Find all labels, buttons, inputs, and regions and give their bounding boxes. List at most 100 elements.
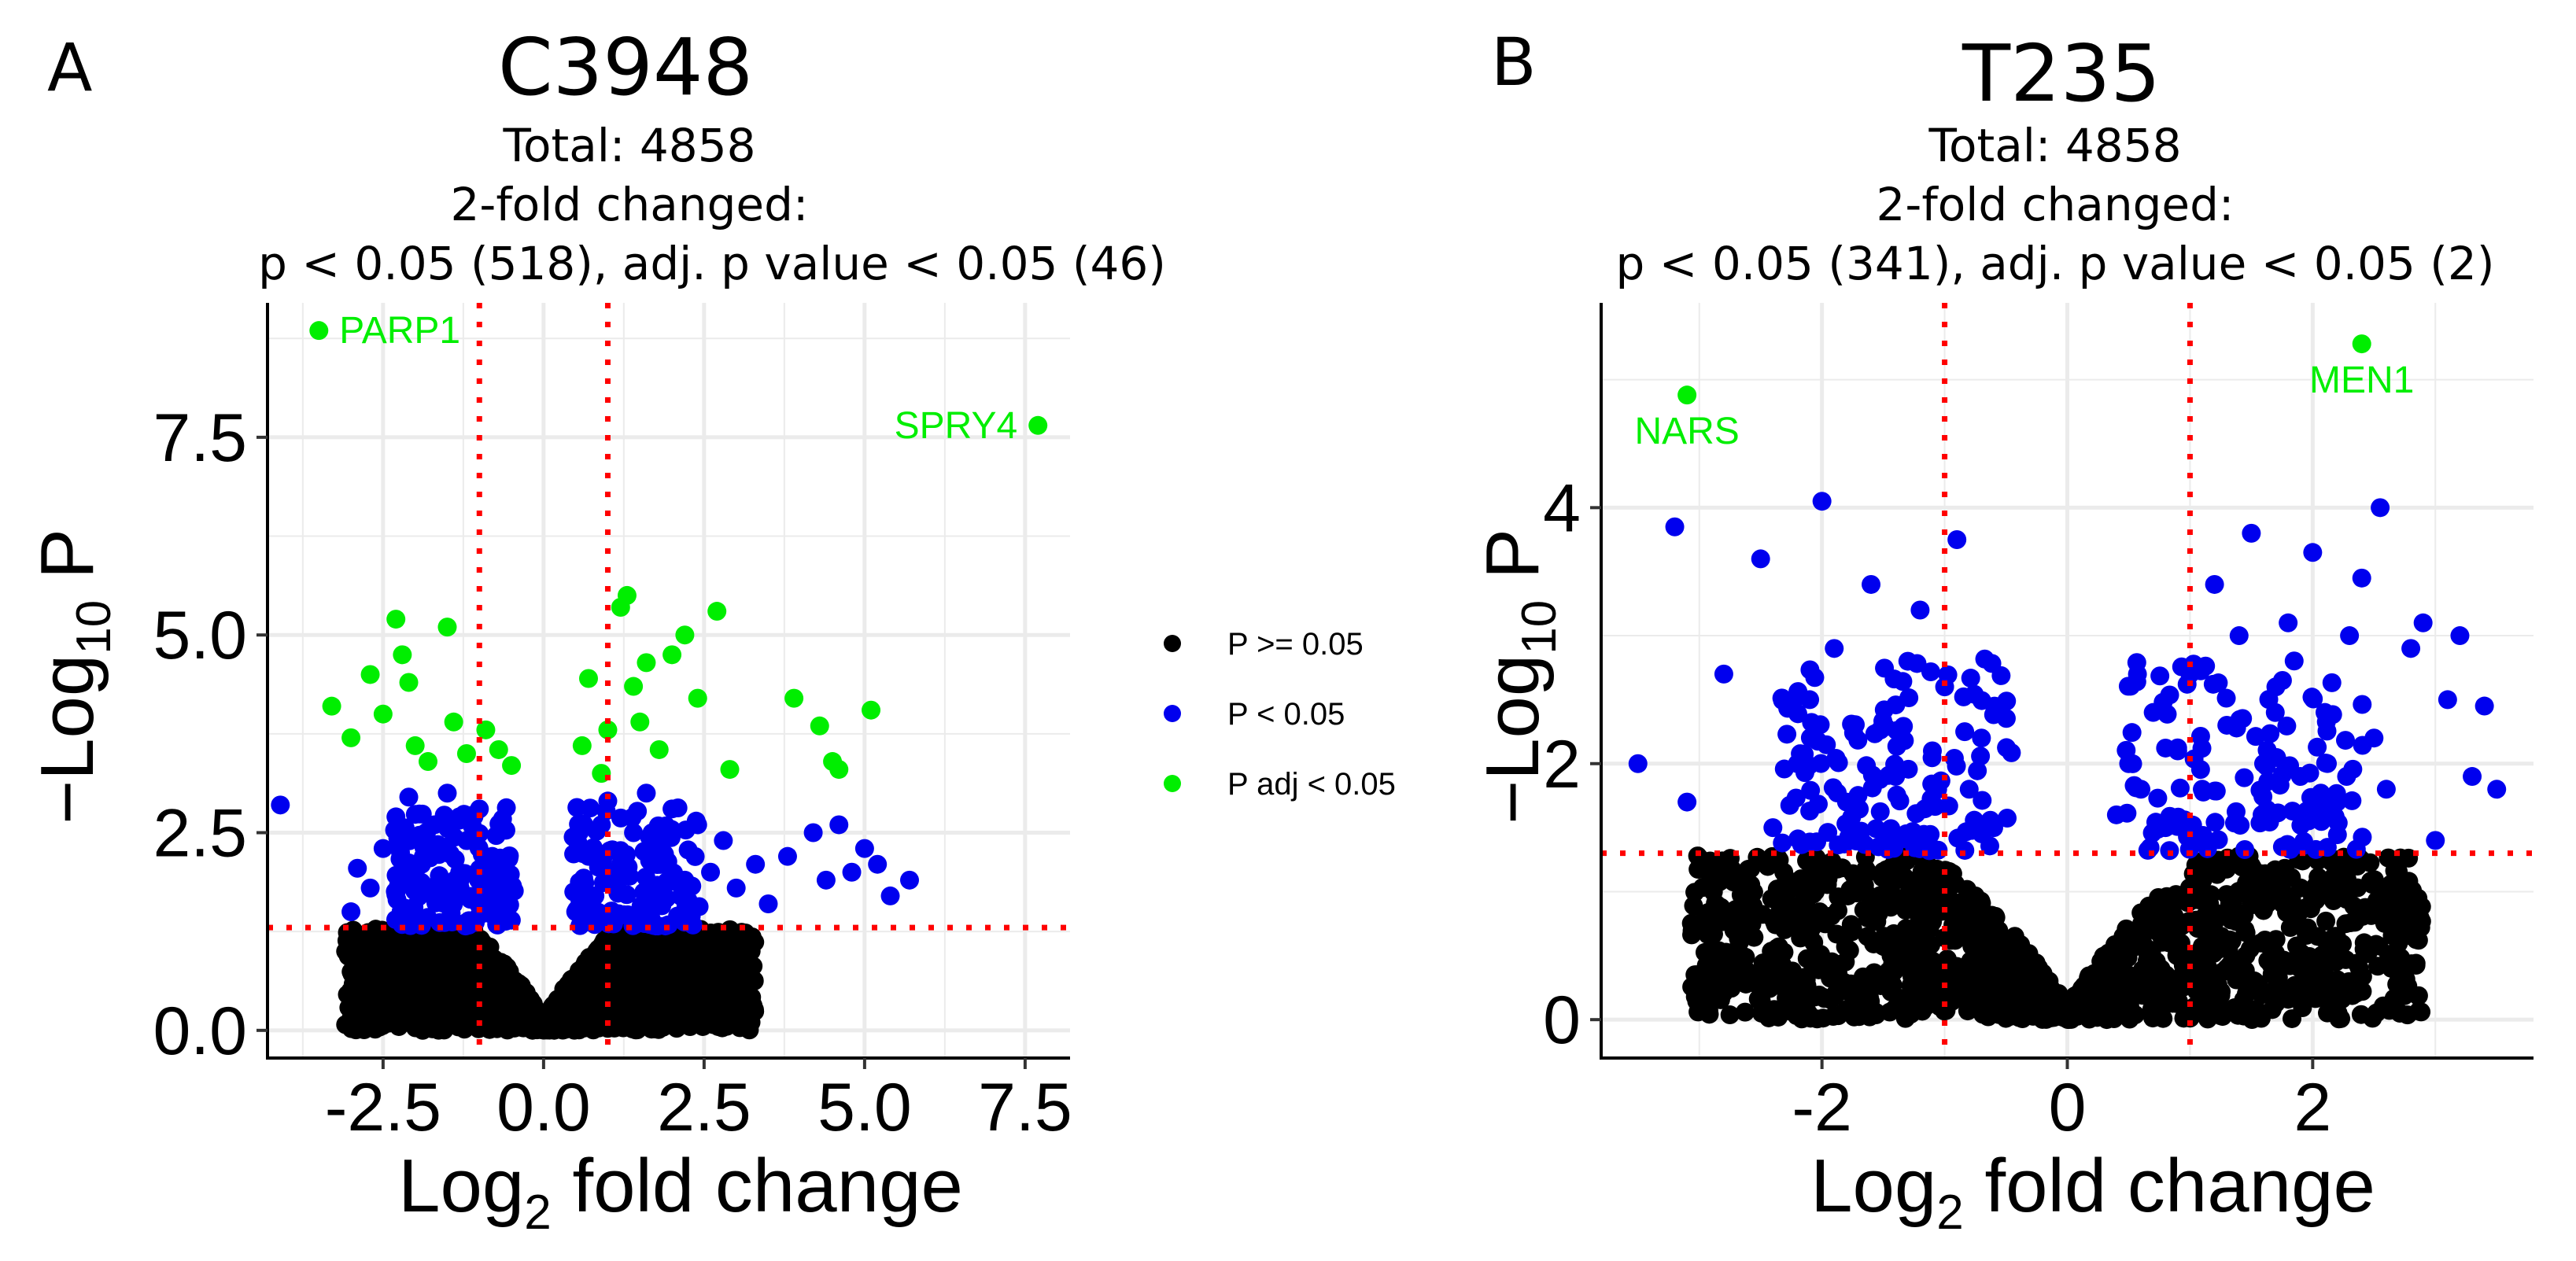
- p-point: [2336, 731, 2356, 750]
- p-point: [1886, 767, 1906, 787]
- p-point: [1862, 574, 1881, 594]
- p-point: [2206, 781, 2226, 801]
- ns-point: [385, 963, 404, 983]
- p-point: [608, 883, 628, 903]
- p-point: [2170, 778, 2190, 798]
- p-point: [2233, 709, 2253, 728]
- ns-point: [460, 1001, 480, 1020]
- ns-point: [444, 949, 463, 968]
- ns-point: [677, 1008, 696, 1028]
- p-point: [1961, 669, 1980, 688]
- x-tick-label: 2.5: [657, 1070, 751, 1145]
- p-point: [400, 916, 420, 935]
- ns-point: [1756, 966, 1776, 986]
- padj-point: [419, 752, 437, 772]
- p-point: [2294, 831, 2313, 851]
- ns-point: [2408, 931, 2428, 950]
- p-point: [495, 902, 515, 922]
- ns-point: [614, 1010, 634, 1030]
- p-point: [570, 822, 589, 842]
- ns-point: [2200, 894, 2220, 913]
- p-point: [2196, 656, 2216, 676]
- p-point: [1628, 754, 1648, 773]
- legend-swatch-p: [1164, 705, 1181, 722]
- ns-point: [2397, 1005, 2417, 1025]
- ns-point: [1858, 909, 1877, 928]
- ns-point: [1906, 874, 1926, 894]
- panel-a-subtitle-line-3: p < 0.05 (518), adj. p value < 0.05 (46): [258, 237, 1166, 290]
- p-point: [1818, 823, 1838, 843]
- p-point: [411, 872, 431, 892]
- ns-point: [560, 975, 580, 995]
- ns-point: [2298, 976, 2318, 996]
- p-point: [399, 787, 419, 807]
- p-point: [489, 878, 508, 898]
- ns-point: [1901, 1005, 1921, 1024]
- p-point: [599, 914, 618, 934]
- p-point: [585, 886, 605, 905]
- x-tick-label: 0: [2049, 1070, 2087, 1145]
- p-point: [2150, 666, 2170, 686]
- ns-point: [1735, 1002, 1755, 1022]
- ns-point: [1725, 905, 1745, 925]
- p-point: [634, 842, 654, 861]
- p-point: [470, 799, 489, 819]
- p-point: [1955, 840, 1975, 860]
- p-point: [1836, 792, 1856, 812]
- p-point: [493, 809, 512, 829]
- panel-a-subtitle-line-2: 2-fold changed:: [451, 178, 809, 231]
- p-points: [1628, 492, 2507, 861]
- panel-a-title: C3948: [498, 21, 753, 113]
- ns-point: [1821, 990, 1840, 1009]
- ns-point: [2057, 1008, 2076, 1027]
- ns-point: [2170, 938, 2190, 957]
- ns-point: [352, 994, 371, 1014]
- p-point: [622, 808, 642, 828]
- p-point: [900, 870, 919, 890]
- p-point: [842, 862, 862, 882]
- padj-point: [720, 760, 740, 780]
- p-point: [662, 799, 682, 819]
- ns-point: [1803, 884, 1823, 904]
- ns-point: [2127, 924, 2146, 944]
- p-point: [581, 798, 600, 818]
- p-point: [1971, 747, 1991, 766]
- x-tick-label: 0.0: [496, 1070, 591, 1145]
- p-point: [2128, 664, 2147, 684]
- point-label: SPRY4: [895, 405, 1018, 447]
- p-point: [271, 795, 290, 815]
- ns-point: [1762, 846, 1782, 866]
- ns-point: [381, 935, 400, 954]
- y-tick-label: 5.0: [153, 598, 247, 673]
- padj-point: [489, 739, 508, 759]
- p-point: [652, 896, 672, 916]
- p-point: [1751, 549, 1770, 569]
- p-point: [456, 831, 476, 850]
- x-tick-label: -2.5: [325, 1070, 441, 1145]
- p-point: [1959, 780, 1979, 799]
- p-point: [2231, 816, 2250, 835]
- y-tick-label: 2: [1543, 727, 1581, 802]
- ns-point: [418, 986, 437, 1005]
- p-point: [2438, 690, 2457, 710]
- ns-point: [2314, 881, 2334, 901]
- panel-a: A C3948 Total: 4858 2-fold changed: p < …: [25, 21, 1166, 1240]
- p-point: [2156, 818, 2176, 838]
- ns-point: [2234, 990, 2253, 1010]
- p-point: [348, 858, 367, 878]
- ns-point: [2187, 910, 2206, 930]
- ns-point: [1836, 937, 1855, 957]
- panel-b-y-axis-title: −Log10 P: [1471, 529, 1567, 824]
- p-point: [2209, 830, 2228, 850]
- p-point: [2180, 664, 2200, 684]
- ns-point: [1792, 869, 1811, 889]
- p-point: [2205, 813, 2225, 832]
- ns-point: [520, 991, 540, 1011]
- ns-point: [1841, 915, 1861, 935]
- p-point: [437, 784, 457, 803]
- ns-point: [2370, 892, 2390, 912]
- ns-point: [2293, 851, 2312, 871]
- ns-point: [1971, 983, 1991, 1003]
- p-point: [1895, 731, 1914, 750]
- ns-point: [2266, 930, 2286, 949]
